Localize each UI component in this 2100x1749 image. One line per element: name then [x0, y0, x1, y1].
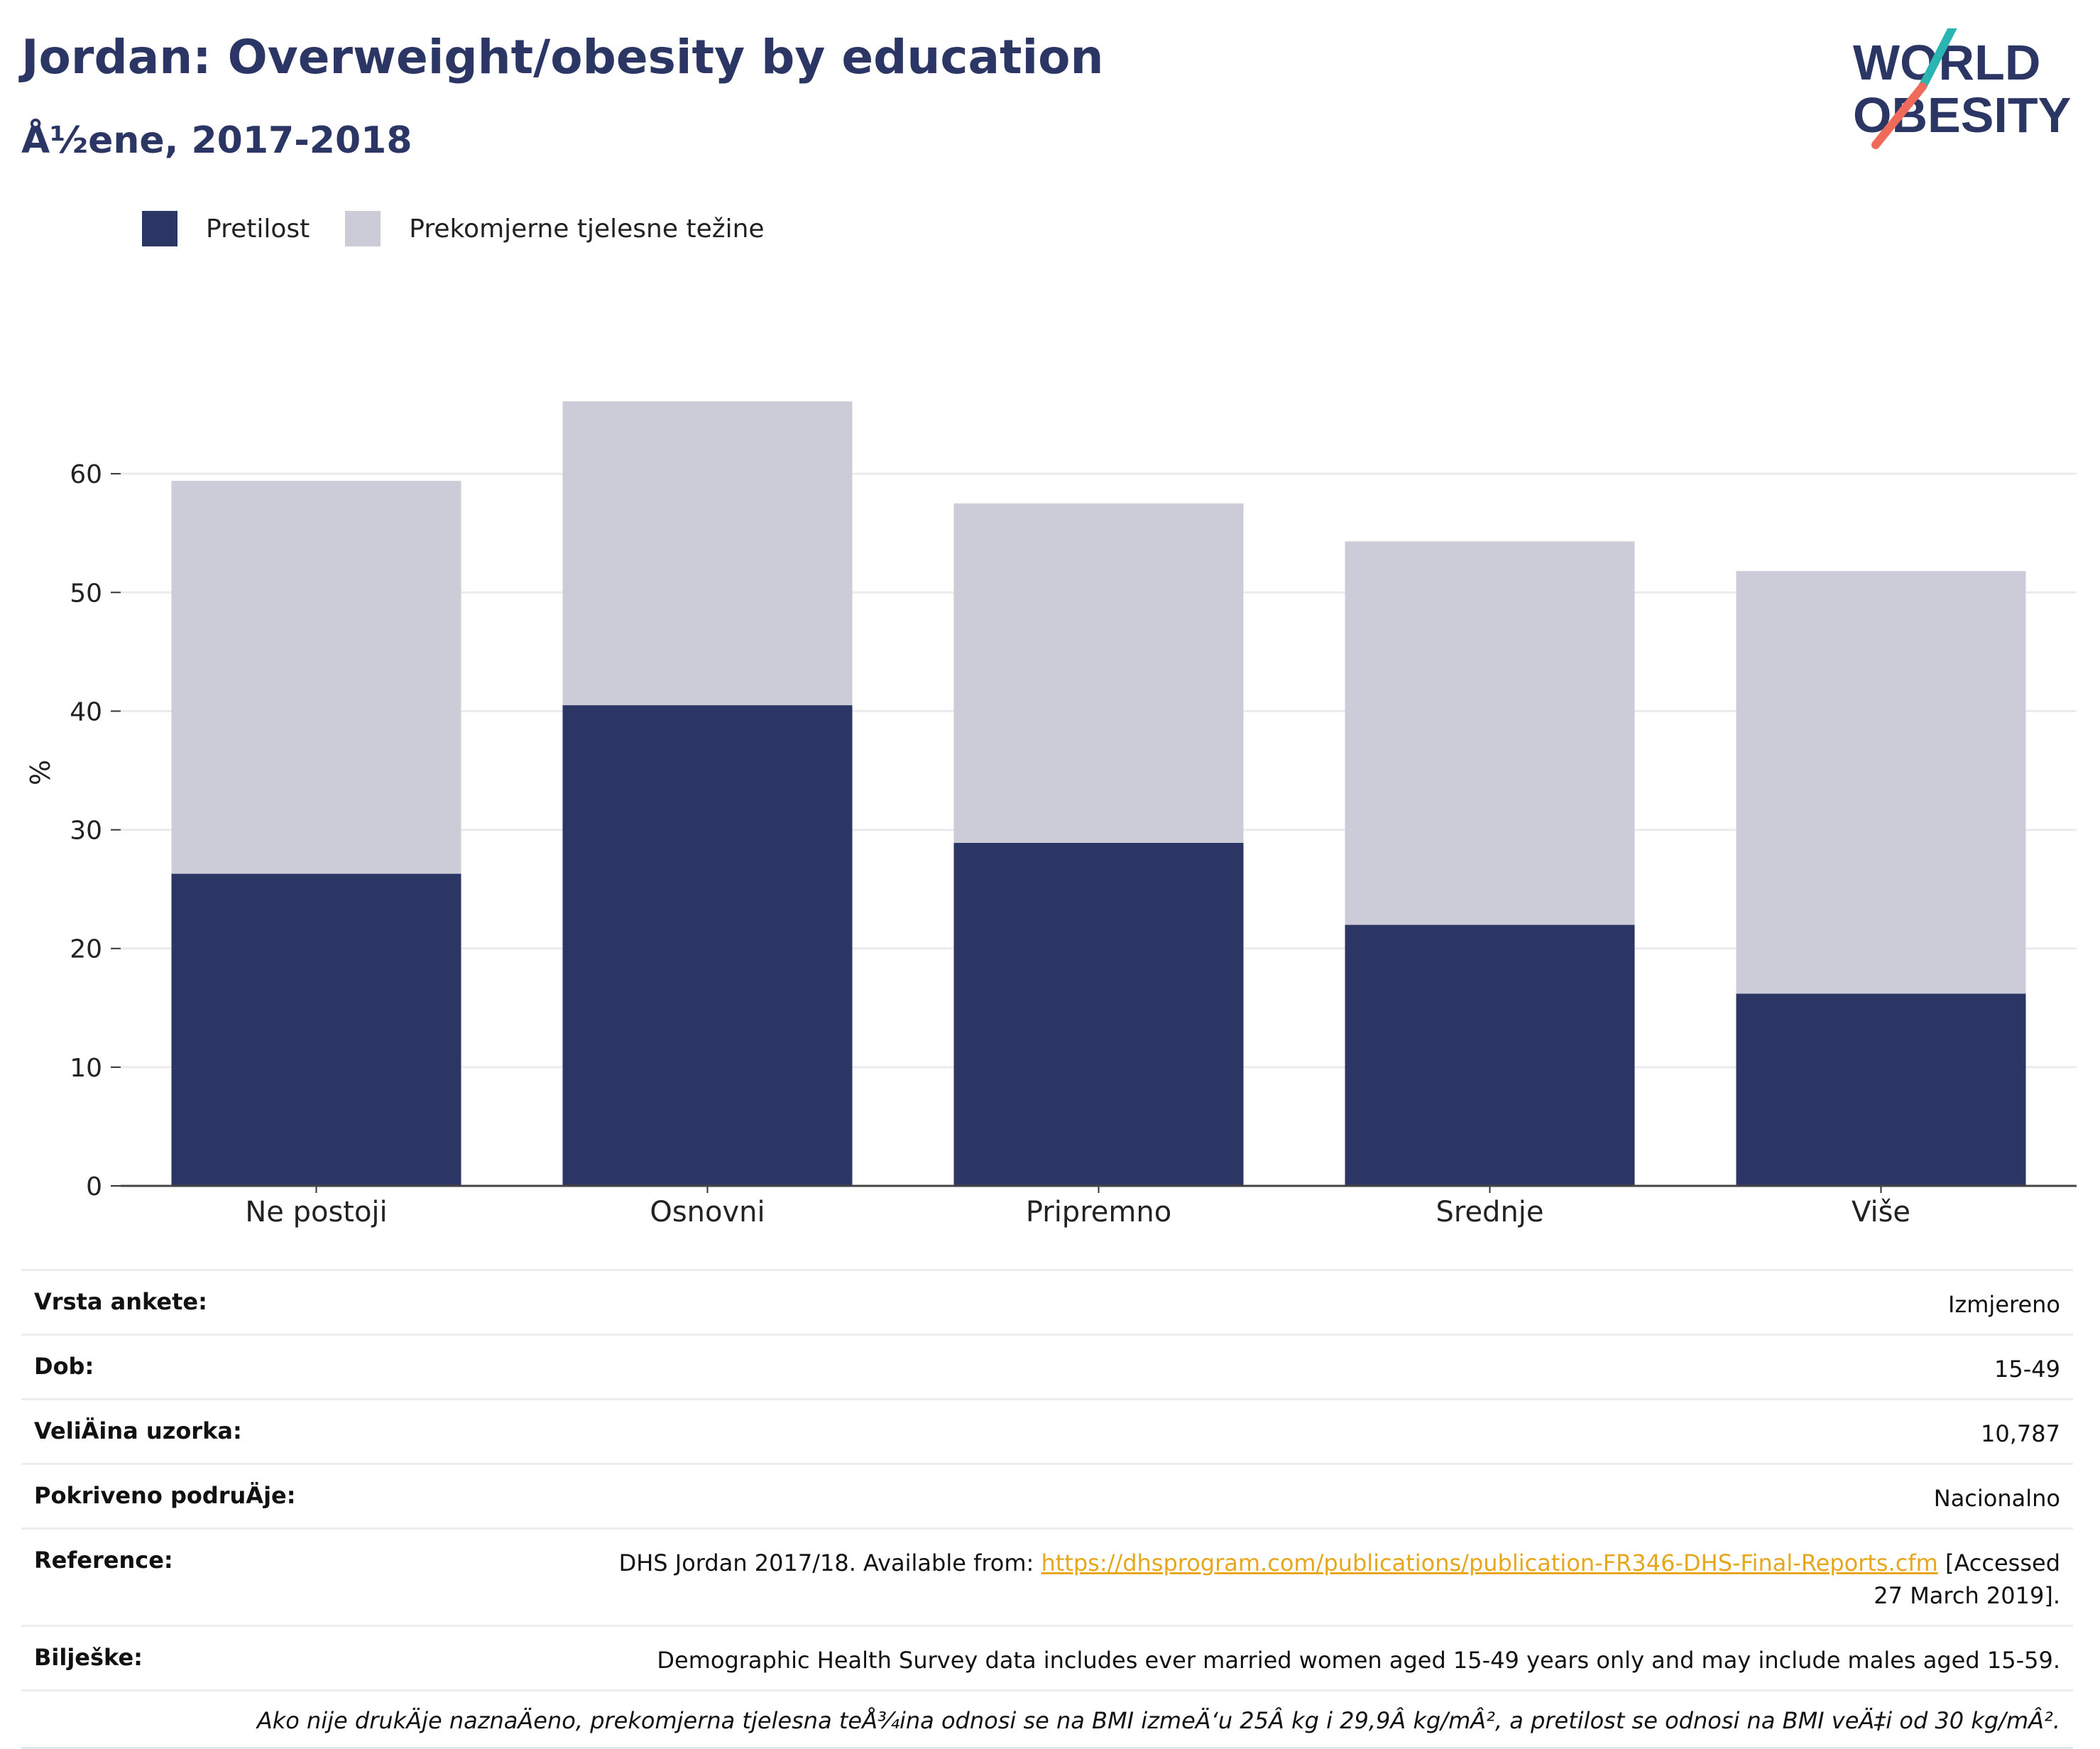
meta-value-age: 15-49	[1994, 1353, 2060, 1385]
definition-footnote: Ako nije drukÄ je naznaÄ eno, prekomjern…	[21, 1689, 2073, 1749]
meta-value-reference: DHS Jordan 2017/18. Available from: http…	[605, 1547, 2060, 1612]
y-tick-label: 0	[86, 1172, 102, 1202]
bar-segment-prekomjerne-3	[1345, 541, 1635, 925]
meta-value-notes: Demographic Health Survey data includes …	[657, 1644, 2060, 1677]
bar-segment-pretilost-3	[1345, 925, 1635, 1186]
meta-row-age: Dob: 15-49	[21, 1334, 2073, 1398]
y-tick-label: 20	[70, 935, 102, 964]
survey-metadata-table: Vrsta ankete: Izmjereno Dob: 15-49 VeliÄ…	[21, 1269, 2073, 1749]
y-tick-label: 60	[70, 460, 102, 489]
y-tick-label: 10	[70, 1054, 102, 1083]
y-tick-label: 50	[70, 579, 102, 608]
bar-segment-pretilost-4	[1737, 993, 2026, 1186]
x-tick-label: Srednje	[1435, 1196, 1543, 1228]
x-tick-label: Pripremno	[1026, 1196, 1171, 1228]
bar-segment-prekomjerne-2	[954, 503, 1244, 843]
bar-segment-pretilost-2	[954, 843, 1244, 1186]
x-tick-label: Osnovni	[650, 1196, 765, 1228]
meta-row-sample-size: VeliÄ ina uzorka: 10,787	[21, 1398, 2073, 1463]
stacked-bar-chart: 0 10 20 30 40 50 60% Ne postoji Osnovni Pripremno…	[0, 0, 2100, 1250]
meta-label-survey-type: Vrsta ankete:	[34, 1288, 207, 1315]
meta-label-age: Dob:	[34, 1353, 94, 1380]
meta-label-reference: Reference:	[34, 1547, 173, 1574]
meta-row-notes: Bilješke: Demographic Health Survey data…	[21, 1625, 2073, 1689]
reference-link[interactable]: https://dhsprogram.com/publications/publ…	[1041, 1549, 1937, 1576]
meta-value-survey-type: Izmjereno	[1948, 1288, 2060, 1321]
meta-value-coverage: Nacionalno	[1934, 1482, 2060, 1515]
meta-value-sample-size: 10,787	[1981, 1417, 2060, 1450]
meta-label-notes: Bilješke:	[34, 1644, 143, 1671]
meta-label-coverage: Pokriveno podruÄ je:	[34, 1482, 296, 1509]
bar-segment-prekomjerne-4	[1737, 571, 2026, 993]
meta-row-survey-type: Vrsta ankete: Izmjereno	[21, 1269, 2073, 1334]
meta-label-sample-size: VeliÄ ina uzorka:	[34, 1417, 242, 1444]
y-tick-label: 40	[70, 697, 102, 726]
meta-row-reference: Reference: DHS Jordan 2017/18. Available…	[21, 1527, 2073, 1625]
y-tick-label: 30	[70, 817, 102, 846]
bar-segment-pretilost-0	[172, 873, 461, 1186]
y-axis-label: %	[25, 760, 56, 785]
bar-segment-pretilost-1	[563, 705, 853, 1186]
reference-prefix: DHS Jordan 2017/18. Available from:	[619, 1549, 1041, 1576]
x-tick-label: Više	[1852, 1196, 1910, 1228]
bar-segment-prekomjerne-0	[172, 481, 461, 873]
meta-row-coverage: Pokriveno podruÄ je: Nacionalno	[21, 1463, 2073, 1527]
x-tick-label: Ne postoji	[245, 1196, 387, 1228]
bar-segment-prekomjerne-1	[563, 401, 853, 705]
